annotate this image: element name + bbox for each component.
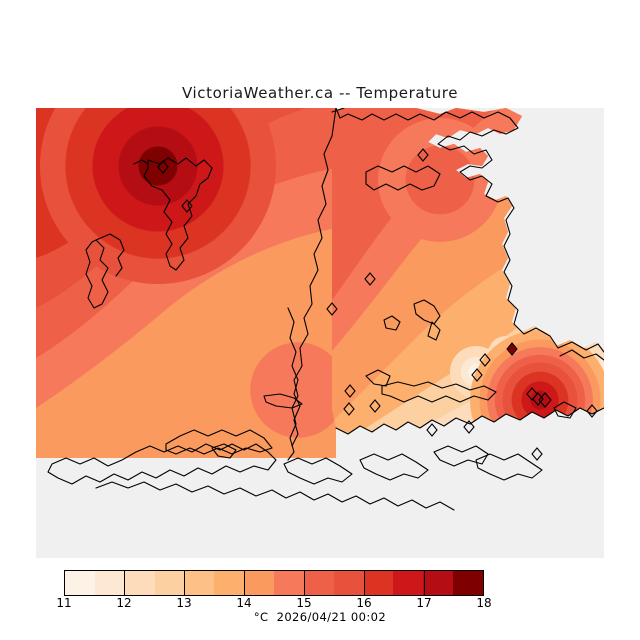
colorbar-tick-label-14: 14	[236, 596, 252, 610]
colorbar-tick-label-16: 16	[356, 596, 372, 610]
colorbar-swatch-12	[423, 571, 454, 595]
colorbar-swatch-13	[453, 571, 484, 595]
colorbar-swatch-4	[184, 571, 215, 595]
colorbar-swatch-6	[244, 571, 275, 595]
colorbar-swatch-3	[154, 571, 185, 595]
temperature-map[interactable]	[36, 108, 604, 558]
colorbar-swatch-2	[124, 571, 155, 595]
colorbar-tick-label-12: 12	[116, 596, 132, 610]
colorbar-swatch-7	[274, 571, 304, 595]
colorbar-swatch-9	[333, 571, 364, 595]
colorbar-tick-labels: 11 12 13 14 15 16 17 18	[56, 596, 491, 612]
colorbar-swatch-10	[363, 571, 394, 595]
page-title: VictoriaWeather.ca -- Temperature	[181, 84, 459, 102]
colorbar-tick-label-11: 11	[56, 596, 72, 610]
west-temperature-field	[36, 108, 336, 458]
colorbar-tick-label-15: 15	[296, 596, 312, 610]
colorbar-swatch-1	[94, 571, 125, 595]
timestamp-caption: °C 2026/04/21 00:02	[253, 610, 387, 624]
colorbar-swatch-8	[303, 571, 334, 595]
map-canvas	[36, 108, 604, 558]
colorbar[interactable]	[64, 570, 484, 596]
colorbar-swatch-5	[214, 571, 245, 595]
colorbar-swatch-0	[65, 571, 95, 595]
colorbar-swatches	[64, 570, 484, 596]
colorbar-tick-label-18: 18	[476, 596, 492, 610]
colorbar-swatch-11	[393, 571, 424, 595]
station-markers[interactable]	[157, 148, 598, 461]
colorbar-tick-label-13: 13	[176, 596, 192, 610]
coastlines	[47, 108, 604, 511]
colorbar-tick-label-17: 17	[416, 596, 432, 610]
